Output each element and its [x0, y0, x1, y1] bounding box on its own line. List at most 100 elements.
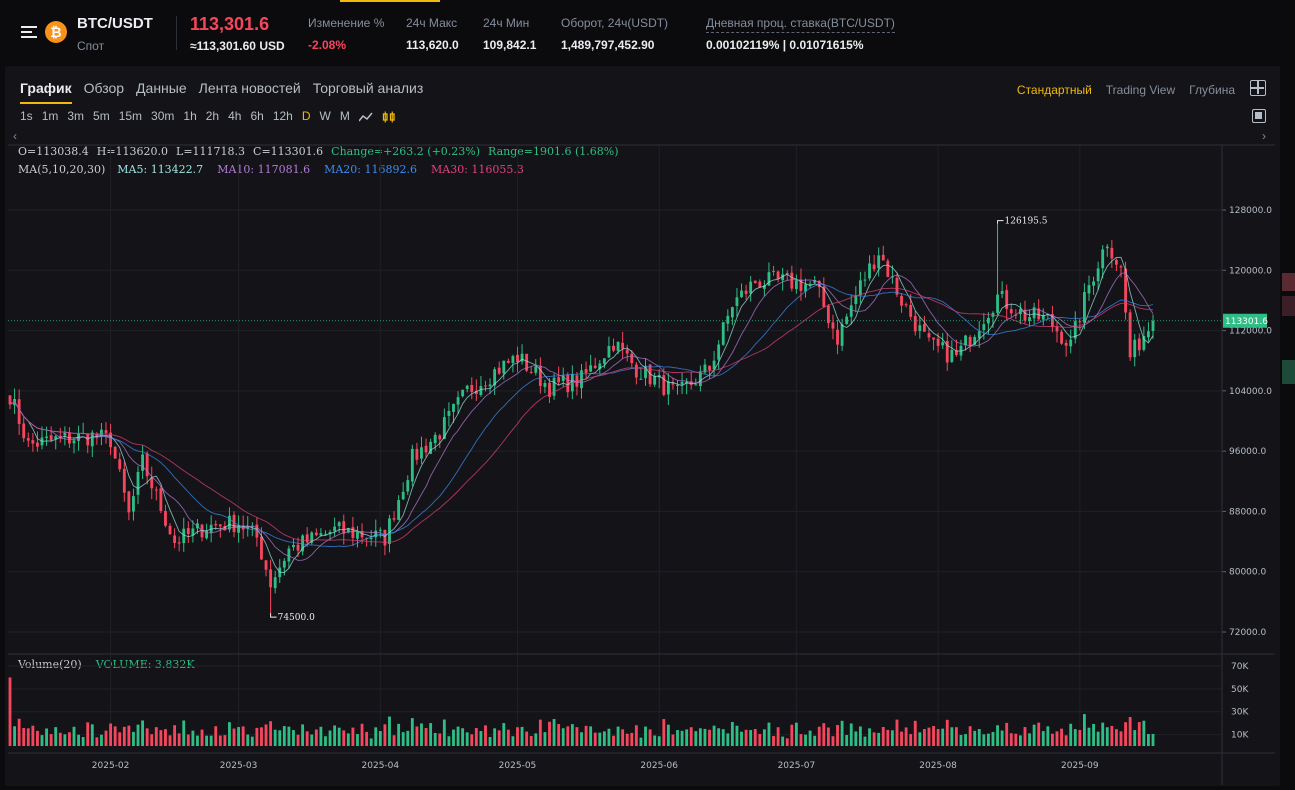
scroll-right-icon[interactable]: › [1262, 129, 1266, 143]
interval-1h[interactable]: 1h [183, 109, 197, 123]
volume-bar [671, 734, 675, 746]
tab-data[interactable]: Данные [136, 80, 187, 96]
volume-bar [228, 722, 231, 746]
volume-bar [26, 728, 30, 746]
view-depth[interactable]: Глубина [1189, 83, 1235, 97]
volume-bar [342, 730, 346, 746]
fullscreen-icon[interactable] [1252, 109, 1266, 123]
candle-body [1023, 309, 1027, 321]
volume-axis-label: 70K [1231, 662, 1249, 672]
candle-body [228, 515, 231, 530]
candlestick-icon[interactable] [382, 109, 396, 123]
volume-bar [1110, 725, 1114, 746]
volume-bar [895, 719, 899, 746]
tab-trading-analysis[interactable]: Торговый анализ [312, 80, 424, 96]
volume-bar [717, 728, 721, 746]
volume-bar [1050, 733, 1054, 746]
candle-body [726, 315, 730, 324]
interval-30m[interactable]: 30m [151, 109, 175, 123]
interval-4h[interactable]: 4h [228, 109, 242, 123]
side-marker [1282, 273, 1295, 291]
candle-body [822, 286, 826, 307]
price-axis-label: 104000.0 [1229, 387, 1272, 397]
candle-body [927, 333, 931, 338]
interval-12h[interactable]: 12h [272, 109, 293, 123]
candle-body [607, 345, 611, 358]
volume-bar [662, 719, 666, 746]
interval-1d[interactable]: D [301, 109, 311, 123]
line-chart-icon[interactable] [358, 109, 373, 123]
layout-grid-icon[interactable] [1250, 80, 1266, 96]
candle-body [758, 281, 762, 288]
header-divider [176, 16, 177, 50]
interval-1s[interactable]: 1s [20, 109, 33, 123]
volume-bar [282, 726, 286, 746]
volume-bar [845, 735, 849, 746]
tab-chart[interactable]: График [20, 80, 72, 104]
candle-body [1110, 247, 1114, 259]
interval-2h[interactable]: 2h [205, 109, 220, 123]
candle-body [982, 324, 986, 330]
candle-body [191, 528, 195, 536]
volume-bar [40, 735, 44, 746]
volume-bar [680, 730, 684, 746]
candle-body [214, 523, 218, 526]
volume-bar [191, 730, 195, 746]
interval-1mo[interactable]: M [339, 109, 350, 123]
scroll-left-icon[interactable]: ‹ [13, 129, 17, 143]
candle-body [644, 365, 647, 379]
candle-body [794, 280, 798, 290]
interval-1m[interactable]: 1m [41, 109, 59, 123]
interval-15m[interactable]: 15m [118, 109, 143, 123]
candle-body [566, 374, 570, 393]
volume-bar [689, 727, 693, 746]
volume-bar [360, 723, 364, 746]
volume-bar [950, 727, 954, 746]
candle-body [845, 316, 849, 324]
interval-3m[interactable]: 3m [67, 109, 85, 123]
volume-bar [945, 719, 949, 746]
view-tradingview[interactable]: Trading View [1105, 83, 1176, 97]
candle-body [8, 395, 12, 405]
menu-icon[interactable] [21, 26, 37, 38]
candle-body [1055, 326, 1059, 332]
volume-bar [548, 721, 551, 746]
candle-body [918, 325, 922, 331]
interval-1w[interactable]: W [319, 109, 331, 123]
candles-layer [8, 223, 1155, 614]
candle-body [447, 410, 451, 416]
candle-body [836, 329, 839, 345]
volume-bar [1151, 733, 1155, 746]
volume-bar [826, 727, 830, 746]
chart-tabs: График Обзор Данные Лента новостей Торговый … [20, 80, 435, 106]
volume-bar [1087, 727, 1091, 746]
volume-bar [749, 730, 753, 746]
tab-overview[interactable]: Обзор [83, 80, 125, 96]
volume-bar [1028, 733, 1031, 746]
view-standard[interactable]: Стандартный [1016, 83, 1092, 97]
interval-5m[interactable]: 5m [93, 109, 110, 123]
stat-label-interest[interactable]: Дневная проц. ставка(BTC/USDT) [706, 16, 895, 33]
volume-bar [676, 730, 679, 746]
volume-bar [438, 733, 442, 746]
volume-bar [488, 737, 492, 746]
candle-body [525, 353, 529, 371]
candle-body [63, 432, 67, 436]
volume-bar [415, 726, 419, 746]
volume-bar [392, 735, 396, 746]
price-axis-label: 72000.0 [1229, 628, 1266, 638]
interval-6h[interactable]: 6h [250, 109, 264, 123]
candle-body [634, 364, 638, 378]
volume-bar [296, 734, 300, 746]
volume-bar [301, 724, 305, 746]
volume-bar [1014, 733, 1018, 746]
candle-body [474, 390, 478, 394]
volume-bar [904, 727, 908, 746]
volume-bar [218, 735, 222, 746]
pair-selector[interactable]: BTC/USDT [77, 15, 153, 32]
tab-news[interactable]: Лента новостей [198, 80, 301, 96]
date-axis-label: 2025-07 [778, 761, 816, 771]
candle-body [973, 336, 977, 345]
candle-body [150, 477, 154, 489]
